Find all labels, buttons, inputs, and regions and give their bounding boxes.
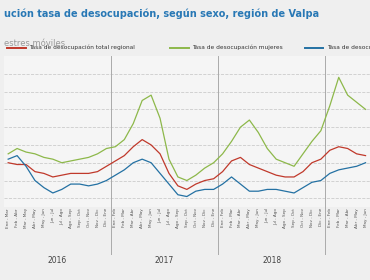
Text: Oct - Nov: Oct - Nov <box>87 208 91 227</box>
Text: Ene - Feb: Ene - Feb <box>113 208 117 227</box>
Text: Feb - Mar: Feb - Mar <box>337 208 341 227</box>
Text: Mar - Abr: Mar - Abr <box>238 208 242 227</box>
Text: Mar - May: Mar - May <box>24 208 28 228</box>
Text: Dic - Ene: Dic - Ene <box>319 208 323 227</box>
Text: ución tasa de desocupación, según sexo, región de Valpa: ución tasa de desocupación, según sexo, … <box>4 8 319 19</box>
Text: Tasa de desocup...: Tasa de desocup... <box>327 45 370 50</box>
Text: Nov - Dic: Nov - Dic <box>95 208 100 227</box>
Text: Jun - Jul: Jun - Jul <box>51 208 55 223</box>
Text: May - Jun: May - Jun <box>42 208 46 227</box>
Text: Abr - May: Abr - May <box>248 208 251 228</box>
Text: Jun - Jul: Jun - Jul <box>265 208 269 223</box>
Text: Ago - Sep: Ago - Sep <box>176 208 180 228</box>
Text: Ene - Feb: Ene - Feb <box>221 208 225 227</box>
Text: Oct - Nov: Oct - Nov <box>301 208 305 227</box>
Text: Mar - Abr: Mar - Abr <box>131 208 135 227</box>
Text: May - Jun: May - Jun <box>364 208 367 227</box>
Text: Feb - Mar: Feb - Mar <box>229 208 233 227</box>
Text: Tasa de desocupación mujeres: Tasa de desocupación mujeres <box>192 45 283 50</box>
Text: Tasa de desocupación total regional: Tasa de desocupación total regional <box>29 45 135 50</box>
Text: Ago - Sep: Ago - Sep <box>69 208 73 228</box>
Text: Sep - Oct: Sep - Oct <box>185 208 189 227</box>
Text: 2016: 2016 <box>48 256 67 265</box>
Text: Oct - Nov: Oct - Nov <box>194 208 198 227</box>
Text: Feb - Abr: Feb - Abr <box>15 208 19 227</box>
Text: Jul - Ago: Jul - Ago <box>274 208 278 225</box>
Text: Sep - Oct: Sep - Oct <box>78 208 82 227</box>
Text: Nov - Dic: Nov - Dic <box>203 208 207 227</box>
Text: Abr - May: Abr - May <box>140 208 144 228</box>
Text: May - Jun: May - Jun <box>149 208 153 227</box>
Text: Abr - May: Abr - May <box>33 208 37 228</box>
Text: Abr - May: Abr - May <box>354 208 359 228</box>
Text: Ene - Feb: Ene - Feb <box>328 208 332 227</box>
Text: estres móviles: estres móviles <box>4 39 65 48</box>
Text: Dic - Ene: Dic - Ene <box>104 208 108 227</box>
Text: May - Jun: May - Jun <box>256 208 260 227</box>
Text: Jun - Jul: Jun - Jul <box>158 208 162 223</box>
Text: Dic - Ene: Dic - Ene <box>212 208 216 227</box>
Text: Mar - Abr: Mar - Abr <box>346 208 350 227</box>
Text: Sep - Oct: Sep - Oct <box>292 208 296 227</box>
Text: Feb - Mar: Feb - Mar <box>122 208 126 227</box>
Text: Jul - Ago: Jul - Ago <box>60 208 64 225</box>
Text: Jul - Ago: Jul - Ago <box>167 208 171 225</box>
Text: Ago - Sep: Ago - Sep <box>283 208 287 228</box>
Text: 2018: 2018 <box>262 256 281 265</box>
Text: Nov - Dic: Nov - Dic <box>310 208 314 227</box>
Text: Ene - Mar: Ene - Mar <box>6 208 10 228</box>
Text: 2017: 2017 <box>155 256 174 265</box>
